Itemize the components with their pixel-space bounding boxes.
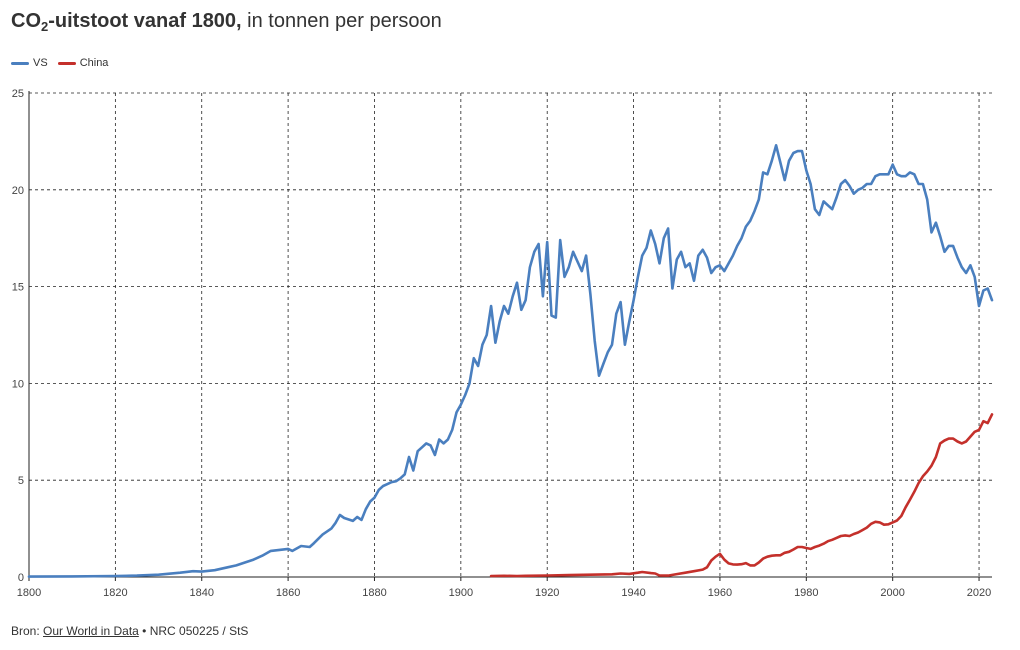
title-subscript: 2 — [41, 19, 49, 34]
x-tick-label: 2000 — [880, 587, 904, 599]
series-line-china — [489, 413, 994, 578]
series-line-vs — [27, 144, 994, 578]
x-tick-label: 1800 — [17, 587, 41, 599]
y-tick-label: 10 — [12, 378, 24, 390]
legend-item-china[interactable]: China — [57, 57, 109, 69]
footer: Bron: Our World in Data • NRC 050225 / S… — [11, 624, 248, 638]
y-tick-label: 0 — [18, 572, 24, 584]
title-rest: -uitstoot vanaf 1800, — [48, 10, 242, 32]
x-tick-label: 1940 — [621, 587, 645, 599]
x-tick-label: 2020 — [967, 587, 991, 599]
y-tick-label: 20 — [12, 185, 24, 197]
y-tick-label: 25 — [12, 88, 24, 100]
x-tick-label: 1840 — [189, 587, 213, 599]
x-tick-label: 1880 — [362, 587, 386, 599]
footer-prefix: Bron: — [11, 624, 44, 638]
legend-swatch-vs — [11, 61, 29, 65]
x-tick-label: 1980 — [794, 587, 818, 599]
title-co: CO — [11, 10, 41, 32]
source-link[interactable]: Our World in Data — [43, 624, 139, 638]
y-tick-label: 5 — [18, 475, 24, 487]
y-tick-label: 15 — [12, 282, 24, 294]
legend-label-china: China — [79, 57, 109, 69]
line-chart: 0 5 10 15 20 25 1800 1820 1840 1860 1880 1900 1920 19… — [12, 88, 994, 599]
legend-swatch-china — [57, 61, 76, 65]
legend-item-vs[interactable]: VS — [11, 57, 48, 69]
legend-label-vs: VS — [33, 57, 48, 69]
x-tick-label: 1900 — [449, 587, 473, 599]
title-suffix: in tonnen per persoon — [241, 10, 442, 32]
legend: VS China — [11, 57, 108, 69]
x-tick-label: 1860 — [276, 587, 300, 599]
chart-title: CO2-uitstoot vanaf 1800, in tonnen per p… — [11, 10, 442, 34]
x-tick-label: 1960 — [708, 587, 732, 599]
x-tick-label: 1820 — [103, 587, 127, 599]
x-tick-label: 1920 — [535, 587, 559, 599]
footer-credit: • NRC 050225 / StS — [138, 624, 249, 638]
